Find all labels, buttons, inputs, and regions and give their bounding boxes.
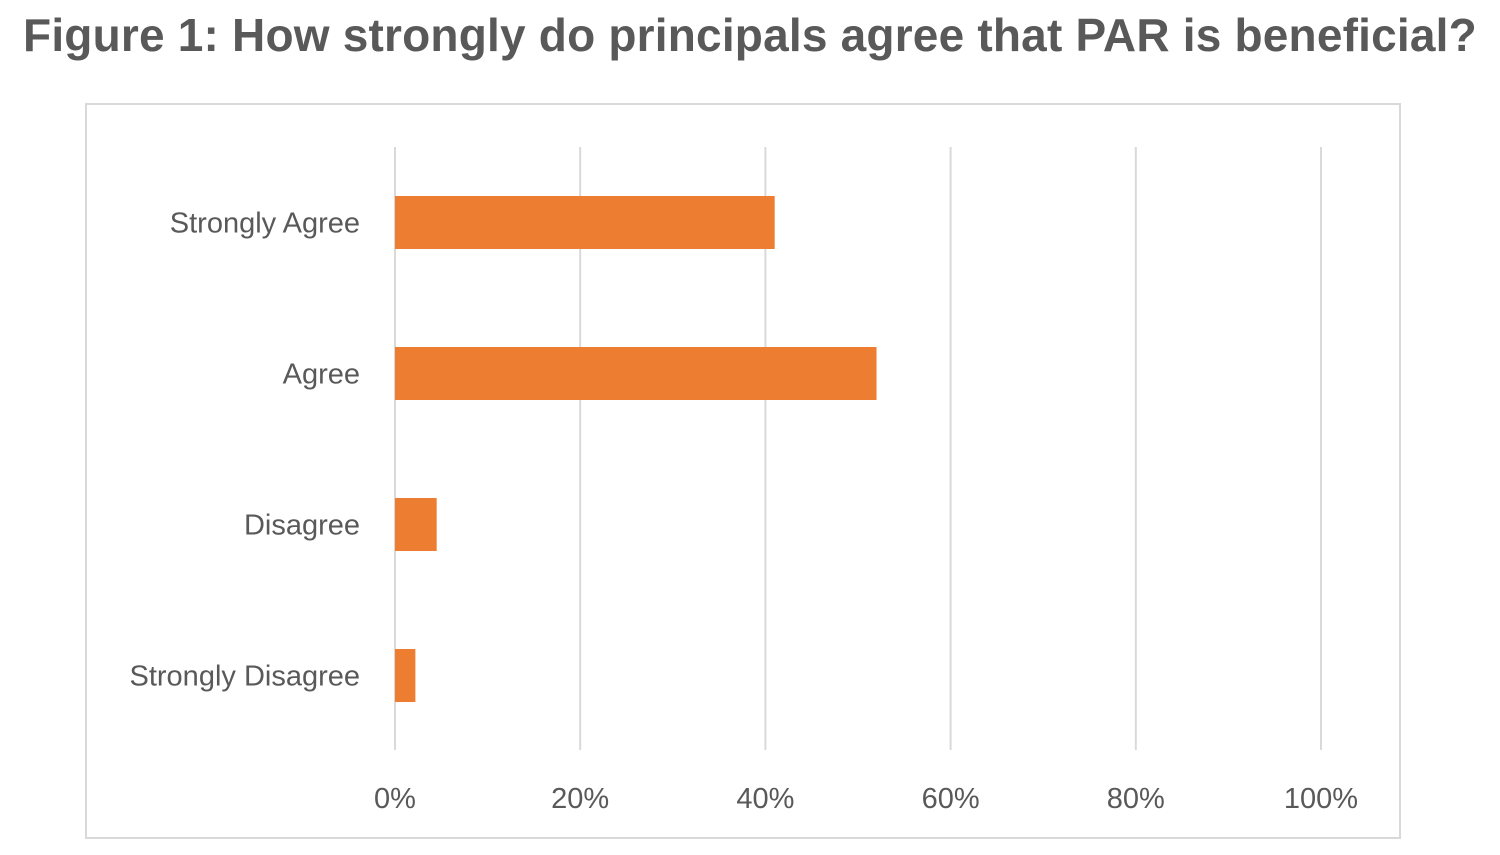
x-axis-tick-labels: 0% 20% 40% 60% 80% 100% xyxy=(374,783,1358,815)
x-tick-label: 40% xyxy=(736,783,794,815)
category-labels: Strongly Agree Agree Disagree Strongly Disa… xyxy=(130,208,361,693)
x-tick-label: 100% xyxy=(1284,783,1358,815)
chart-title: Figure 1: How strongly do principals agr… xyxy=(23,9,1477,61)
bars xyxy=(395,196,877,702)
bar xyxy=(395,347,877,400)
category-label: Strongly Disagree xyxy=(130,661,361,693)
category-label: Agree xyxy=(283,359,360,391)
bar xyxy=(395,498,437,551)
x-tick-label: 60% xyxy=(922,783,980,815)
x-tick-label: 20% xyxy=(551,783,609,815)
category-label: Disagree xyxy=(244,510,360,542)
category-label: Strongly Agree xyxy=(170,208,360,240)
chart-area-border xyxy=(85,103,1401,839)
x-tick-label: 80% xyxy=(1107,783,1165,815)
x-tick-label: 0% xyxy=(374,783,416,815)
bar xyxy=(395,196,775,249)
bar xyxy=(395,649,416,702)
